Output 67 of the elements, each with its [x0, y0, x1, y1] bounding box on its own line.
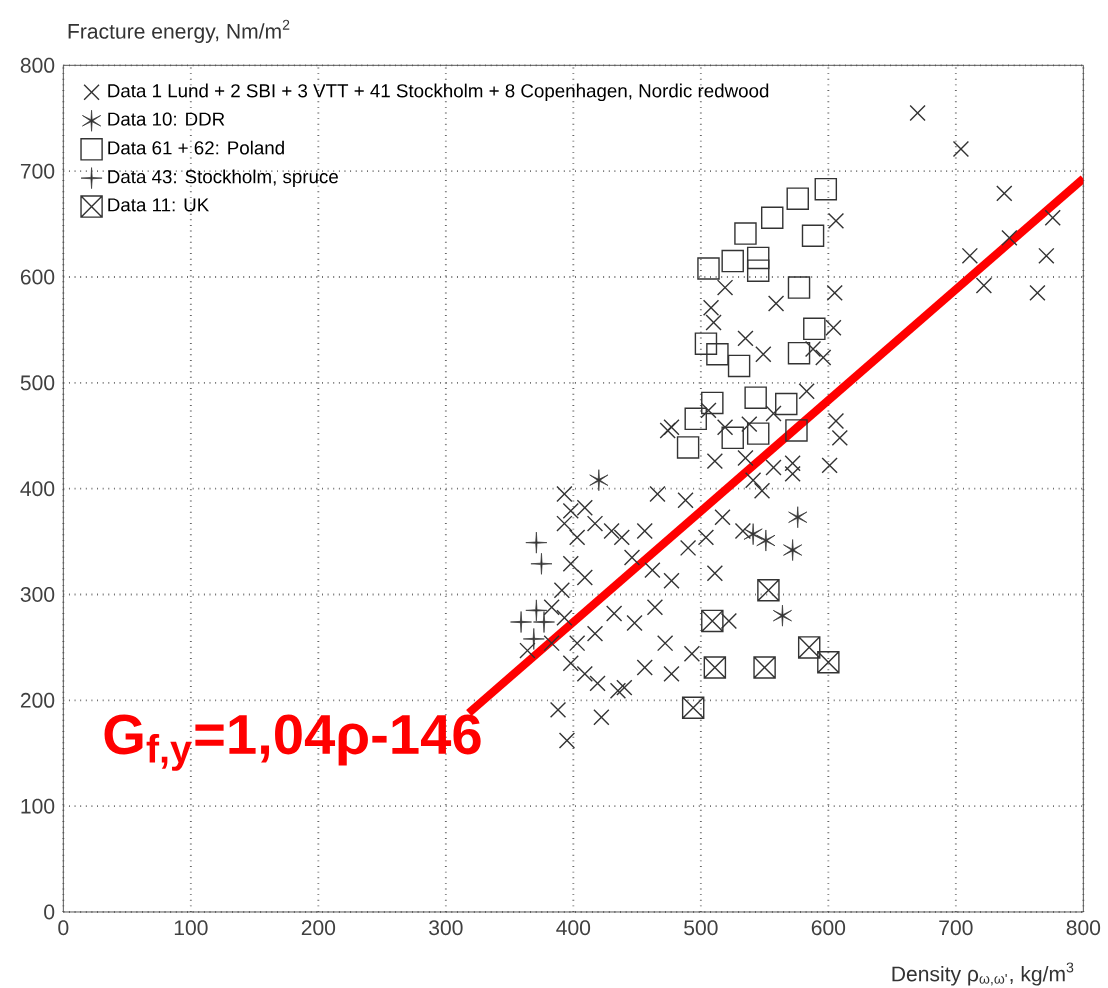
point — [814, 177, 838, 201]
point — [721, 426, 744, 450]
point — [676, 436, 700, 459]
y-tick-label: 400 — [20, 481, 55, 497]
x-tick-label: 500 — [684, 920, 718, 936]
legend-label: Data 11: UK — [108, 198, 210, 212]
point — [801, 224, 825, 247]
x-tick-label: 700 — [939, 920, 973, 936]
x-tick-label: 800 — [1066, 920, 1101, 936]
point — [697, 257, 720, 280]
point — [788, 506, 808, 529]
point — [817, 650, 840, 674]
point — [684, 407, 707, 431]
point — [694, 332, 718, 355]
point — [772, 604, 792, 627]
y-tick-label: 300 — [20, 587, 55, 602]
x-axis-title: Density ρ$_{ω,ω'}$, kg/m$^{3}$ — [892, 962, 1074, 986]
point — [525, 599, 548, 622]
y-tick-label: 700 — [20, 163, 55, 179]
point — [775, 392, 798, 416]
legend-label: Data 10: DDR — [108, 112, 225, 126]
x-tick-label: 400 — [556, 920, 591, 936]
point — [743, 523, 763, 546]
x-tick-label: 600 — [811, 920, 846, 936]
point — [744, 386, 767, 409]
point — [760, 206, 784, 229]
point — [734, 222, 757, 245]
point — [803, 317, 826, 341]
point — [787, 276, 811, 299]
y-tick-label: 800 — [20, 57, 55, 73]
point — [787, 341, 811, 365]
point — [721, 249, 744, 273]
point — [510, 611, 532, 633]
point — [522, 628, 545, 650]
x-tick-label: 200 — [301, 920, 336, 936]
point — [785, 419, 808, 442]
point — [530, 552, 553, 575]
point — [753, 656, 776, 679]
point — [746, 246, 770, 270]
point — [746, 259, 770, 282]
point — [706, 343, 729, 366]
point — [703, 656, 727, 679]
legend-label: Data 61 + 62: Poland — [108, 140, 284, 155]
y-tick-label: 100 — [21, 798, 55, 814]
point — [589, 469, 609, 492]
y-axis-title: Fracture energy, Nm/m$^{2}$ — [68, 19, 290, 43]
annotation: G$_{f,y}$=1,04ρ-146 — [104, 714, 481, 771]
point — [533, 611, 555, 633]
point — [756, 529, 776, 552]
point — [701, 391, 724, 415]
point — [727, 354, 751, 378]
x-tick-label: 300 — [429, 920, 463, 936]
point — [786, 187, 809, 210]
point — [681, 696, 705, 719]
y-tick-label: 500 — [20, 375, 55, 391]
legend-label: Data 43: Stockholm, spruce — [108, 169, 338, 188]
x-tick-label: 100 — [174, 920, 208, 936]
x-tick-label: 0 — [58, 920, 69, 936]
point — [757, 579, 780, 602]
y-tick-label: 200 — [20, 692, 55, 708]
point — [797, 636, 821, 659]
point — [783, 539, 803, 561]
point — [525, 531, 548, 554]
y-tick-label: 0 — [44, 904, 55, 920]
point — [746, 422, 770, 445]
legend-label: Data 1 Lund + 2 SBI + 3 VTT + 41 Stockholm + 8 Copenhagen, Nordic redwood — [108, 83, 769, 102]
y-tick-label: 600 — [20, 269, 55, 285]
